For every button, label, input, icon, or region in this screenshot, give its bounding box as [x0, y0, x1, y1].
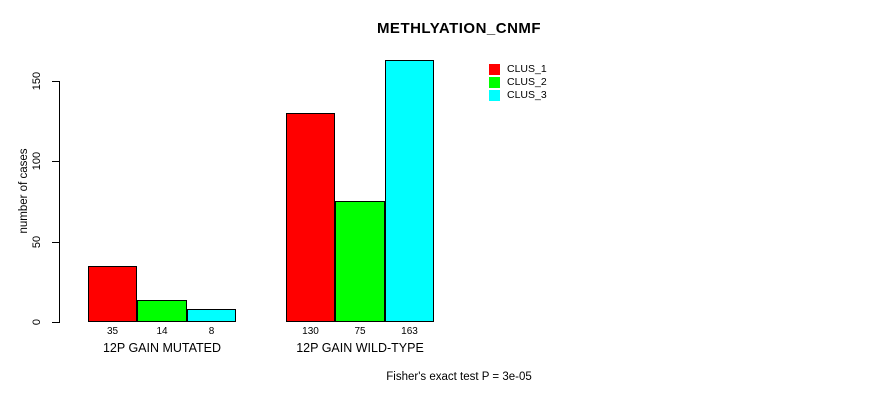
bar-value-label: 130 [302, 326, 319, 337]
chart-title: METHLYATION_CNMF [376, 20, 542, 37]
legend-swatch [489, 90, 500, 101]
bar [286, 113, 335, 322]
bar [88, 266, 137, 322]
y-tick-label: 0 [31, 318, 43, 326]
y-tick [52, 322, 59, 323]
bar [137, 300, 187, 322]
category-label: 12P GAIN MUTATED [102, 341, 222, 355]
bar-value-label: 163 [401, 326, 418, 337]
bar-value-label: 75 [354, 326, 366, 337]
footnote-text: Fisher's exact test P = 3e-05 [386, 371, 532, 383]
y-tick-label: 100 [31, 151, 43, 171]
y-tick-label: 150 [31, 71, 43, 91]
y-tick-label: 50 [31, 235, 43, 249]
bar [335, 201, 385, 322]
y-tick [52, 242, 59, 243]
legend-label: CLUS_2 [507, 76, 547, 88]
legend-swatch [489, 64, 500, 75]
legend-swatch [489, 77, 500, 88]
y-tick [52, 161, 59, 162]
bar-value-label: 8 [208, 326, 215, 337]
y-axis-title: number of cases [18, 148, 30, 234]
bar-value-label: 35 [106, 326, 119, 337]
category-label: 12P GAIN WILD-TYPE [296, 341, 424, 355]
legend-label: CLUS_3 [507, 89, 547, 101]
bar [187, 309, 236, 322]
y-tick [52, 81, 59, 82]
y-axis-line [59, 81, 60, 323]
bar-value-label: 14 [156, 326, 168, 337]
legend-label: CLUS_1 [507, 63, 547, 75]
bar [385, 60, 434, 322]
